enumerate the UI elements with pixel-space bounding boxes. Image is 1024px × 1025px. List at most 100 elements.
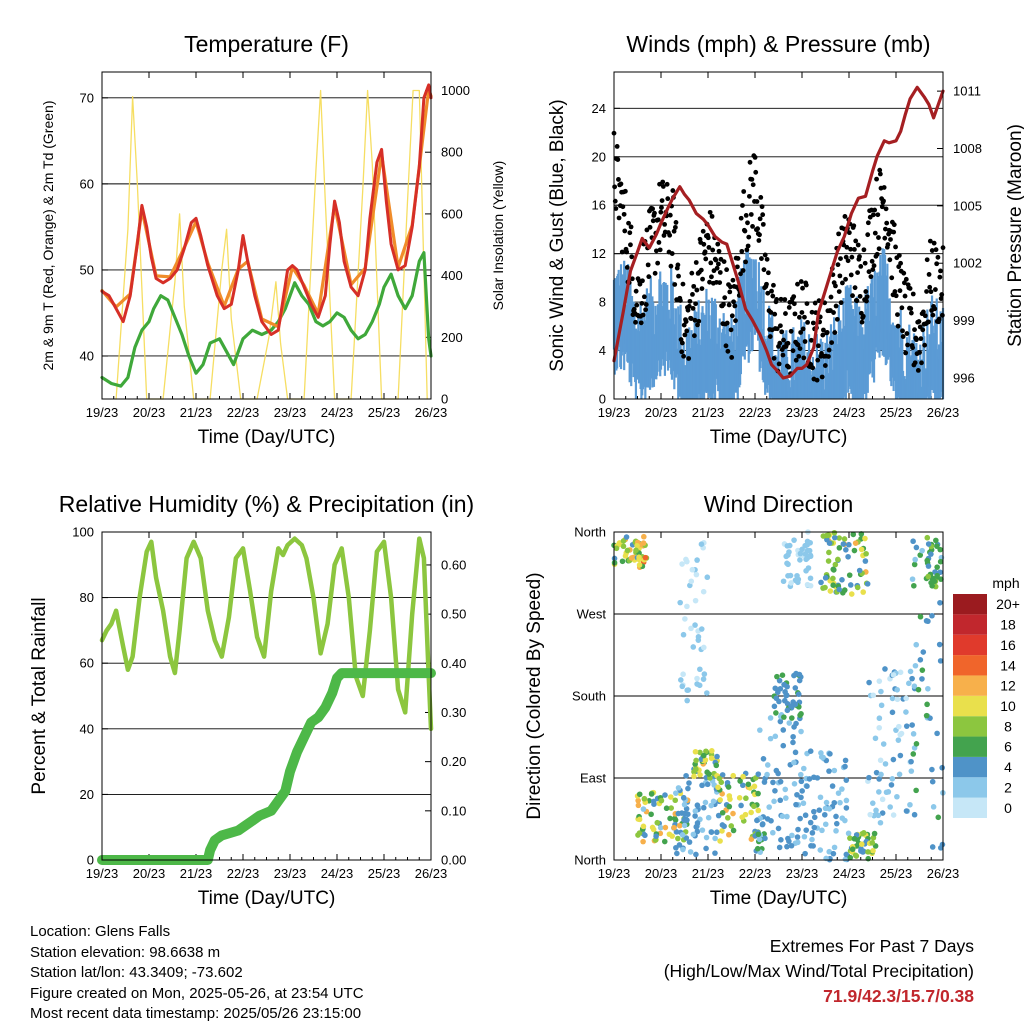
y-tick-label: East: [580, 771, 606, 786]
gust-dot: [926, 319, 931, 325]
direction-dot: [807, 748, 814, 754]
direction-dot: [913, 544, 920, 551]
gust-dot: [915, 367, 921, 373]
gust-dot: [864, 298, 869, 304]
direction-dot: [889, 695, 896, 702]
gust-dot: [756, 238, 762, 243]
direction-dot: [802, 551, 809, 557]
colorbar-label: 6: [1004, 739, 1012, 755]
direction-dot: [850, 531, 857, 538]
gust-dot: [740, 203, 745, 208]
direction-dot: [865, 849, 871, 855]
direction-dot: [858, 546, 865, 553]
gust-dot: [612, 184, 618, 190]
x-tick-label: 19/23: [86, 866, 119, 881]
gust-dot: [874, 176, 879, 182]
direction-dot: [910, 731, 917, 737]
x-tick-label: 19/23: [598, 866, 631, 881]
x-tick-label: 25/23: [368, 405, 401, 420]
direction-dot: [751, 783, 758, 790]
direction-dot: [693, 571, 700, 578]
pressure-line: [612, 85, 945, 380]
direction-dot: [634, 542, 640, 549]
direction-dot: [798, 728, 804, 735]
direction-dot: [777, 685, 784, 692]
direction-dot: [798, 711, 804, 717]
x-axis-label: Time (Day/UTC): [710, 427, 848, 448]
gust-dot: [693, 260, 699, 265]
direction-dot: [791, 537, 797, 543]
gust-dot: [786, 305, 792, 310]
direction-dot: [624, 547, 631, 554]
gust-dot: [844, 244, 850, 250]
direction-dot: [793, 720, 799, 727]
direction-dot: [925, 541, 932, 547]
gust-dot: [920, 327, 926, 333]
direction-dot: [773, 710, 779, 716]
gust-dot: [745, 220, 750, 226]
x-axis-label: Time (Day/UTC): [710, 888, 848, 909]
colorbar-label: 2: [1004, 779, 1012, 795]
direction-dot: [917, 657, 924, 663]
gust-dot: [891, 222, 897, 228]
gust-dot: [730, 277, 736, 283]
direction-dot: [864, 581, 871, 587]
gust-dot: [701, 241, 707, 247]
direction-dot: [831, 534, 838, 541]
direction-dot: [842, 763, 848, 770]
gust-dot: [933, 287, 938, 292]
gust-dot: [734, 264, 740, 270]
direction-dot: [934, 564, 940, 570]
direction-dot: [728, 823, 735, 829]
direction-dot: [872, 735, 879, 742]
direction-dot: [937, 845, 944, 851]
direction-dot: [772, 788, 778, 794]
gust-dot: [765, 270, 771, 276]
direction-dot: [810, 843, 816, 849]
gust-dot: [926, 272, 932, 277]
gust-dot: [656, 240, 662, 245]
gust-dot: [922, 342, 928, 348]
direction-dot: [780, 578, 787, 585]
gust-dot: [780, 352, 786, 358]
direction-dot: [633, 547, 639, 554]
x-tick-label: 22/23: [227, 866, 260, 881]
gust-dot: [865, 220, 871, 226]
direction-dot: [784, 543, 791, 549]
gust-dot: [747, 159, 753, 165]
direction-dot: [937, 599, 943, 606]
gust-dot: [889, 275, 895, 281]
gust-dot: [727, 289, 733, 295]
direction-dot: [826, 540, 833, 547]
direction-dot: [712, 835, 718, 842]
direction-dot: [931, 578, 938, 585]
winds-pressure-panel: Winds (mph) & Pressure (mb) 19/23 20/23 21/…: [547, 31, 1024, 448]
direction-dot: [680, 631, 687, 638]
gust-dot: [619, 249, 625, 255]
direction-dot: [791, 781, 798, 787]
direction-dot: [876, 724, 883, 731]
gust-dot: [643, 307, 649, 313]
x-tick-label: 24/23: [833, 405, 866, 420]
direction-dot: [702, 757, 709, 763]
gust-dot: [932, 306, 938, 312]
gust-dot: [876, 235, 881, 240]
direction-dot: [806, 776, 813, 782]
gust-dot: [850, 293, 855, 299]
direction-dot: [697, 772, 703, 778]
direction-dot: [878, 702, 885, 709]
direction-dot: [878, 688, 884, 695]
direction-dot: [754, 845, 761, 852]
gust-dot: [748, 212, 754, 217]
gust-dot: [849, 254, 855, 260]
gust-dot: [879, 204, 885, 210]
direction-dot: [841, 536, 848, 542]
direction-dot: [906, 680, 912, 687]
direction-dot: [807, 582, 814, 589]
direction-dot: [802, 850, 808, 857]
direction-dot: [889, 709, 896, 716]
gust-dot: [703, 256, 709, 262]
colorbar-swatch: [953, 614, 987, 635]
gust-dot: [852, 285, 858, 291]
direction-dot: [849, 846, 856, 853]
